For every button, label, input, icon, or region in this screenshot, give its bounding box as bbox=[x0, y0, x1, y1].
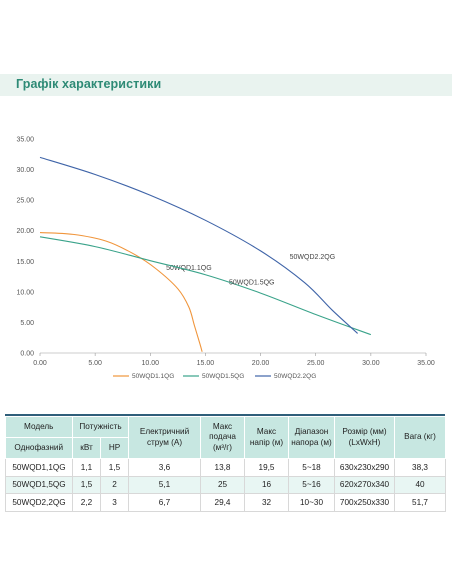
y-tick-label: 30.00 bbox=[16, 167, 34, 174]
cell-range: 5~18 bbox=[288, 458, 335, 477]
table-row: 50WQD2,2QG 2,2 3 6,7 29,4 32 10~30 700x2… bbox=[5, 493, 446, 512]
cell-model: 50WQD1,1QG bbox=[5, 458, 73, 477]
cell-range: 10~30 bbox=[288, 493, 335, 512]
header-kw: кВт bbox=[72, 437, 101, 459]
section-title: Графік характеристики bbox=[16, 77, 162, 91]
cell-kw: 2,2 bbox=[72, 493, 101, 512]
table-row: 50WQD1,1QG 1,1 1,5 3,6 13,8 19,5 5~18 63… bbox=[5, 458, 446, 477]
y-tick-label: 15.00 bbox=[16, 259, 34, 266]
x-tick-label: 15.00 bbox=[197, 360, 215, 367]
cell-hp: 1,5 bbox=[100, 458, 129, 477]
legend-label: 50WQD1.5QG bbox=[202, 373, 244, 380]
y-tick-label: 35.00 bbox=[16, 137, 34, 144]
cell-hp: 2 bbox=[100, 475, 129, 494]
header-head: Макс напір (м) bbox=[244, 417, 289, 459]
x-tick-label: 10.00 bbox=[142, 360, 160, 367]
cell-model: 50WQD1,5QG bbox=[5, 475, 73, 494]
cell-size: 620x270x340 bbox=[334, 475, 395, 494]
cell-model: 50WQD2,2QG bbox=[5, 493, 73, 512]
cell-size: 630x230x290 bbox=[334, 458, 395, 477]
header-hp: HP bbox=[100, 437, 129, 459]
header-current: Електричний струм (А) bbox=[128, 417, 201, 459]
cell-current: 3,6 bbox=[128, 458, 201, 477]
cell-kw: 1,1 bbox=[72, 458, 101, 477]
header-weight: Вага (кг) bbox=[394, 417, 446, 459]
table-row: 50WQD1,5QG 1,5 2 5,1 25 16 5~16 620x270x… bbox=[5, 475, 446, 494]
header-model: Модель bbox=[5, 417, 73, 438]
cell-head: 19,5 bbox=[244, 458, 289, 477]
series-curve-label: 50WQD1.5QG bbox=[229, 280, 275, 287]
series-line bbox=[39, 231, 203, 352]
x-tick-label: 25.00 bbox=[307, 360, 325, 367]
x-axis: 0.00 5.00 10.00 15.00 20.00 25.00 30.00 35.00 bbox=[33, 352, 435, 367]
header-power: Потужність bbox=[72, 417, 129, 438]
cell-flow: 13,8 bbox=[200, 458, 245, 477]
legend-label: 50WQD2.2QG bbox=[274, 373, 316, 380]
y-tick-label: 5.00 bbox=[20, 320, 34, 327]
cell-weight: 51,7 bbox=[394, 493, 446, 512]
y-axis: 0.00 5.00 10.00 15.00 20.00 25.00 30.00 35.00 bbox=[16, 137, 34, 358]
cell-weight: 38,3 bbox=[394, 458, 446, 477]
cell-head: 32 bbox=[244, 493, 289, 512]
series-line bbox=[39, 156, 358, 334]
x-tick-label: 35.00 bbox=[417, 360, 435, 367]
cell-current: 5,1 bbox=[128, 475, 201, 494]
cell-flow: 29,4 bbox=[200, 493, 245, 512]
y-tick-label: 0.00 bbox=[20, 351, 34, 358]
cell-head: 16 bbox=[244, 475, 289, 494]
spec-table: Модель Потужність Електричний струм (А) … bbox=[5, 417, 446, 512]
series-line bbox=[39, 236, 372, 336]
header-single-phase: Однофазний bbox=[5, 437, 73, 459]
header-size: Розмір (мм) (LxWxH) bbox=[334, 417, 395, 459]
header-range: Діапазон напора (м) bbox=[288, 417, 335, 459]
cell-range: 5~16 bbox=[288, 475, 335, 494]
cell-weight: 40 bbox=[394, 475, 446, 494]
cell-hp: 3 bbox=[100, 493, 129, 512]
legend: 50WQD1.1QG 50WQD1.5QG 50WQD2.2QG bbox=[113, 373, 316, 380]
cell-kw: 1,5 bbox=[72, 475, 101, 494]
series-curve-label: 50WQD2.2QG bbox=[290, 254, 336, 261]
x-tick-label: 20.00 bbox=[252, 360, 270, 367]
x-tick-label: 30.00 bbox=[362, 360, 380, 367]
cell-size: 700x250x330 bbox=[334, 493, 395, 512]
table-top-rule bbox=[5, 414, 445, 416]
series-curve-label: 50WQD1.1QG bbox=[166, 265, 212, 272]
performance-chart: 0.00 5.00 10.00 15.00 20.00 25.00 30.00 35.00 0… bbox=[16, 137, 435, 381]
y-tick-label: 25.00 bbox=[16, 198, 34, 205]
cell-flow: 25 bbox=[200, 475, 245, 494]
curves: 50WQD1.1QG 50WQD1.5QG 50WQD2.2QG bbox=[39, 156, 372, 352]
x-tick-label: 5.00 bbox=[88, 360, 102, 367]
legend-label: 50WQD1.1QG bbox=[132, 373, 174, 380]
y-tick-label: 10.00 bbox=[16, 289, 34, 296]
header-flow: Макс подача (м³/г) bbox=[200, 417, 245, 459]
x-tick-label: 0.00 bbox=[33, 360, 47, 367]
section-header-band bbox=[0, 74, 452, 96]
y-tick-label: 20.00 bbox=[16, 228, 34, 235]
cell-current: 6,7 bbox=[128, 493, 201, 512]
